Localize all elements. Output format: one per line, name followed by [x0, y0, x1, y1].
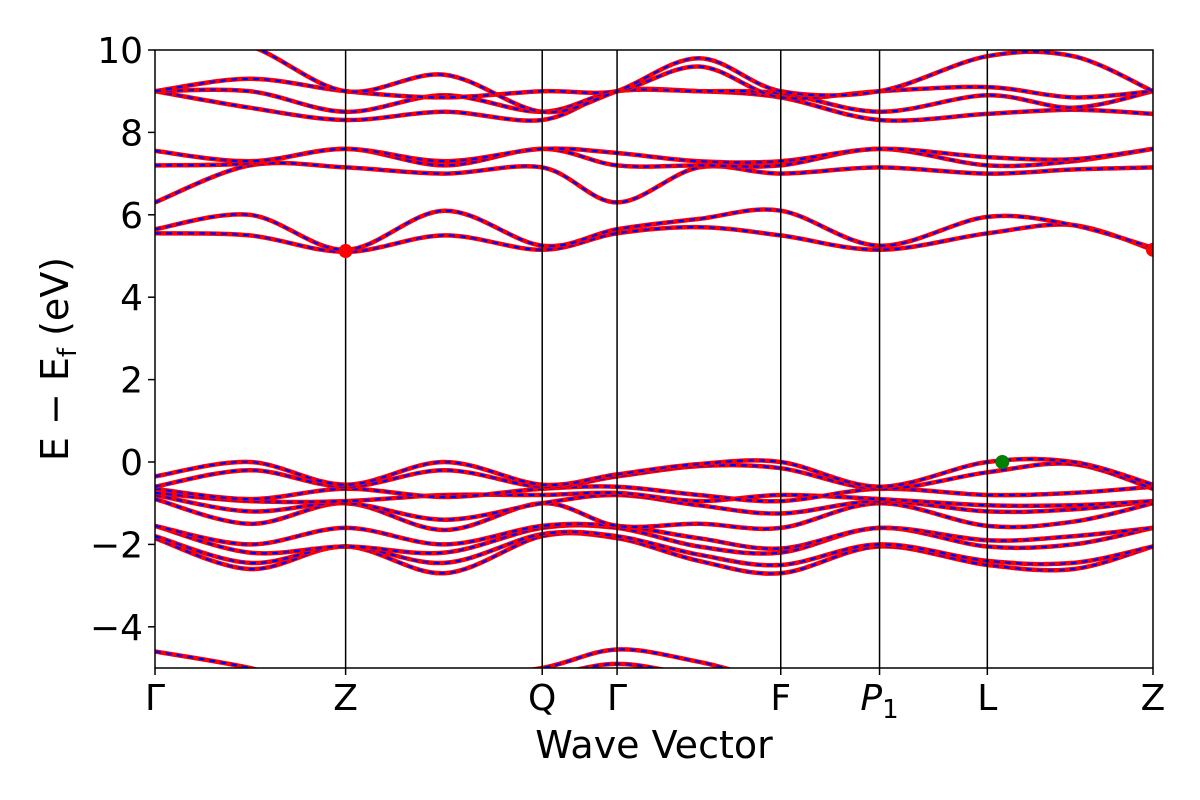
- x-axis-ticks: Γ Z Q Γ F P1 L Z: [145, 668, 1165, 725]
- band-15-fit: [155, 161, 1153, 204]
- band-edge-marker-1: [1146, 242, 1153, 257]
- markers-layer: [338, 242, 1153, 469]
- band-9-fit: [155, 491, 1153, 508]
- band-2-dft: [155, 647, 734, 668]
- x-tick-label-3: Γ: [607, 678, 627, 719]
- band-15-dft: [155, 160, 1153, 205]
- x-tick-label-6: L: [977, 678, 997, 719]
- x-tick-label-2: Q: [528, 678, 556, 719]
- band-12-dft: [155, 456, 1153, 489]
- y-axis-label: E − Ef (eV): [33, 257, 83, 461]
- x-tick-label-4: F: [770, 678, 791, 719]
- band-edge-marker-0: [338, 244, 353, 259]
- y-tick-label-0: −4: [90, 608, 143, 649]
- x-tick-label-5: P1: [860, 678, 898, 725]
- bands-layer: [155, 50, 1153, 668]
- x-tick-label-5-main: P: [860, 678, 882, 719]
- y-axis-label-unit: (eV): [33, 257, 77, 348]
- band-21-dft: [254, 50, 1153, 115]
- y-tick-label-2: 0: [120, 443, 143, 484]
- x-axis-label: Wave Vector: [535, 723, 773, 767]
- band-5-fit: [155, 524, 1153, 555]
- band-edge-marker-2: [995, 455, 1010, 469]
- y-tick-label-1: −2: [90, 525, 143, 566]
- band-6-fit: [155, 522, 1153, 550]
- y-axis-ticks: −4 −2 0 2 4 6 8 10: [90, 31, 155, 649]
- band-19-fit: [155, 88, 1153, 113]
- band-2-fit: [155, 648, 729, 668]
- y-tick-label-6: 8: [120, 113, 143, 154]
- y-tick-label-7: 10: [97, 31, 143, 72]
- band-14-fit: [155, 208, 1153, 251]
- band-17-dft: [155, 146, 1153, 165]
- y-tick-label-3: 2: [120, 361, 143, 402]
- plot-frame: [154, 49, 1154, 669]
- y-axis-label-sub: f: [53, 347, 83, 357]
- band-7-fit: [155, 498, 1153, 532]
- y-tick-label-5: 6: [120, 196, 143, 237]
- kpoint-lines: [344, 50, 989, 668]
- x-tick-label-7: Z: [1141, 678, 1166, 719]
- x-tick-label-0: Γ: [145, 678, 165, 719]
- y-axis-label-main: E − E: [33, 357, 77, 461]
- x-tick-label-1: Z: [333, 678, 358, 719]
- y-tick-label-4: 4: [120, 278, 143, 319]
- band-21-fit: [257, 50, 1153, 114]
- x-tick-label-5-sub: 1: [882, 695, 899, 725]
- band-19-dft: [155, 87, 1153, 115]
